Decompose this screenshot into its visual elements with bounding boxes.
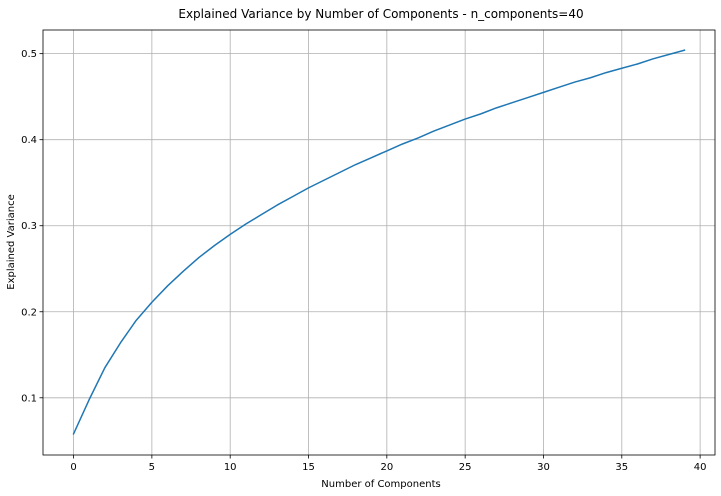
y-tick-label: 0.4	[21, 135, 37, 146]
x-tick-label: 10	[224, 462, 237, 473]
x-tick-label: 0	[70, 462, 76, 473]
y-tick-label: 0.3	[21, 221, 37, 232]
x-tick-label: 40	[694, 462, 707, 473]
x-tick-label: 25	[459, 462, 472, 473]
y-tick-label: 0.2	[21, 307, 37, 318]
x-tick-label: 20	[380, 462, 393, 473]
x-tick-label: 15	[302, 462, 315, 473]
x-tick-label: 30	[537, 462, 550, 473]
x-axis-label: Number of Components	[321, 479, 440, 490]
y-tick-label: 0.5	[21, 49, 37, 60]
y-axis-label: Explained Variance	[6, 194, 17, 289]
x-tick-label: 5	[149, 462, 155, 473]
series-layer	[72, 49, 686, 435]
x-tick-label: 35	[615, 462, 628, 473]
axis-ticks: 0 5 10 15 20 25 30 35 40 0.1 0.2 0.3 0.4 0.5	[21, 49, 706, 473]
grid-lines	[43, 30, 715, 455]
chart-title: Explained Variance by Number of Componen…	[178, 7, 583, 21]
plot-frame	[42, 29, 716, 456]
y-tick-label: 0.1	[21, 393, 37, 404]
series-line	[72, 49, 686, 435]
